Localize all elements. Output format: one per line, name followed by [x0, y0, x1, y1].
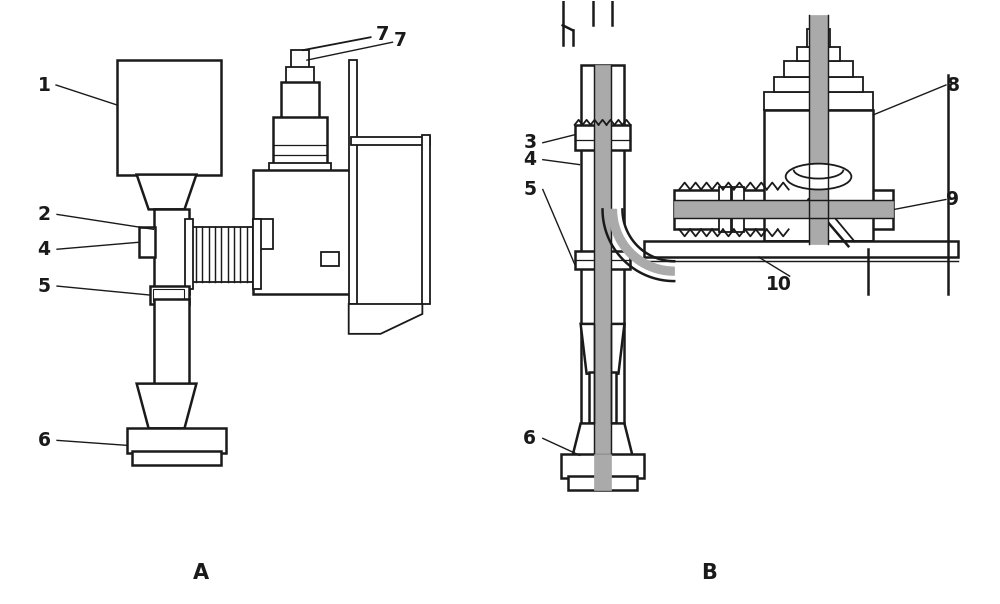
- Bar: [269, 162, 331, 173]
- Bar: [273, 117, 327, 165]
- Bar: [281, 82, 319, 120]
- Text: 7: 7: [394, 31, 407, 50]
- Bar: [351, 137, 430, 145]
- Bar: [150, 286, 189, 304]
- Bar: [154, 210, 189, 294]
- Bar: [732, 187, 744, 233]
- Bar: [784, 61, 853, 77]
- Bar: [291, 50, 309, 70]
- Bar: [568, 476, 637, 490]
- Text: A: A: [193, 563, 209, 583]
- Bar: [154, 299, 189, 384]
- Bar: [253, 219, 273, 249]
- Text: 4: 4: [38, 240, 51, 259]
- Bar: [774, 77, 863, 92]
- Bar: [185, 219, 193, 289]
- Bar: [807, 29, 830, 47]
- Polygon shape: [573, 423, 632, 455]
- Polygon shape: [581, 324, 624, 374]
- Text: 2: 2: [38, 205, 51, 224]
- Bar: [575, 125, 630, 150]
- Bar: [132, 451, 221, 465]
- Bar: [719, 187, 731, 233]
- Bar: [321, 252, 339, 266]
- Bar: [581, 65, 624, 453]
- Bar: [809, 15, 828, 244]
- Text: 1: 1: [38, 76, 51, 94]
- Bar: [764, 92, 873, 110]
- Bar: [349, 60, 357, 304]
- Text: 10: 10: [766, 275, 792, 294]
- Polygon shape: [603, 210, 674, 281]
- Text: 5: 5: [523, 180, 536, 199]
- Bar: [644, 241, 958, 257]
- Bar: [253, 170, 351, 294]
- Bar: [674, 201, 893, 219]
- Text: 9: 9: [946, 190, 959, 209]
- Bar: [594, 324, 611, 423]
- Polygon shape: [349, 304, 422, 334]
- Text: 3: 3: [523, 133, 536, 152]
- Text: 6: 6: [38, 431, 51, 450]
- Bar: [253, 219, 261, 289]
- Bar: [589, 371, 616, 423]
- Bar: [674, 190, 893, 230]
- Bar: [561, 454, 644, 478]
- Bar: [127, 428, 226, 453]
- Bar: [764, 110, 873, 244]
- Bar: [139, 227, 155, 257]
- Polygon shape: [608, 210, 674, 275]
- Bar: [117, 60, 221, 175]
- Ellipse shape: [786, 164, 851, 190]
- Bar: [422, 135, 430, 304]
- Text: 4: 4: [523, 150, 536, 169]
- Text: B: B: [701, 563, 717, 583]
- Text: 6: 6: [523, 429, 536, 448]
- Bar: [286, 67, 314, 85]
- Text: 8: 8: [946, 76, 959, 94]
- Polygon shape: [137, 384, 196, 428]
- Text: 5: 5: [38, 277, 51, 295]
- Bar: [594, 65, 611, 453]
- Bar: [575, 251, 630, 269]
- Bar: [764, 241, 873, 249]
- Bar: [797, 47, 840, 61]
- Polygon shape: [137, 175, 196, 210]
- Text: 7: 7: [376, 25, 389, 43]
- Bar: [153, 289, 184, 301]
- Bar: [594, 454, 611, 490]
